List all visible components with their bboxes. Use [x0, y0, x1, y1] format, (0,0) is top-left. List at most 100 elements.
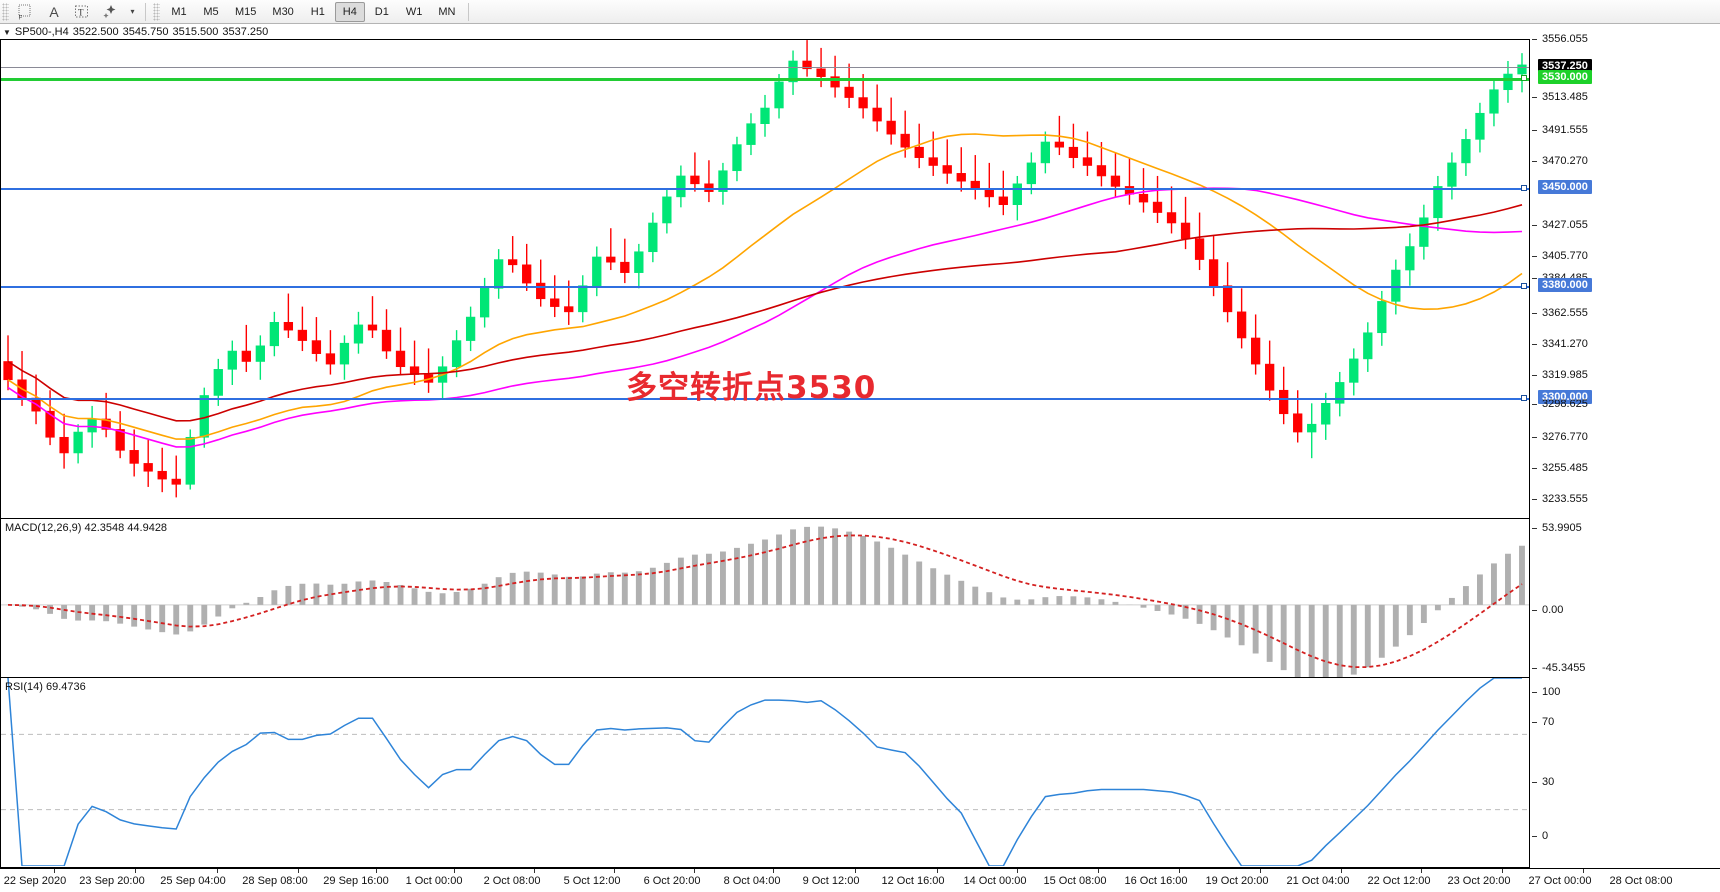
price-label-3450-000[interactable]: 3450.000	[1538, 180, 1592, 194]
candlestick	[914, 123, 924, 169]
time-tick	[937, 869, 938, 873]
level-line-3450-000[interactable]	[1, 188, 1529, 190]
crosshair-f-icon[interactable]: F	[13, 1, 39, 23]
candlestick	[1335, 371, 1345, 417]
macd-indicator-pane[interactable]: MACD(12,26,9) 42.3548 44.9428	[0, 518, 1530, 678]
candlestick	[1447, 152, 1457, 200]
price-label-3530-000[interactable]: 3530.000	[1538, 70, 1592, 84]
time-tick	[534, 869, 535, 873]
candlestick	[311, 317, 322, 362]
level-line-3380-000[interactable]	[1, 286, 1529, 288]
time-tick	[454, 869, 455, 873]
price-label-3300-000[interactable]: 3300.000	[1538, 390, 1592, 404]
candlestick	[437, 356, 448, 399]
price-chart-pane[interactable]: 多空转折点3530	[0, 39, 1530, 518]
candlestick	[1489, 79, 1499, 127]
macd-plot	[1, 526, 1529, 677]
candlestick	[143, 439, 153, 487]
time-axis[interactable]: 22 Sep 2020 23 Sep 20:00 25 Sep 04:00 28 Se…	[0, 868, 1720, 892]
timeframe-mn[interactable]: MN	[438, 5, 456, 18]
macd-label-539905: 53.9905	[1542, 522, 1582, 534]
macd-label-000: 0.00	[1542, 604, 1564, 616]
candlestick	[339, 335, 350, 380]
level-line-3530-000[interactable]	[1, 78, 1529, 81]
candlestick	[1321, 392, 1331, 440]
rsi-indicator-pane[interactable]: RSI(14) 69.4736	[0, 678, 1530, 868]
axis-tick	[1532, 499, 1537, 500]
price-label-3341-270: 3341.270	[1542, 338, 1588, 350]
timeframe-h1[interactable]: H1	[310, 5, 325, 18]
toolbar-grip[interactable]	[2, 2, 9, 21]
candlestick	[1265, 340, 1275, 401]
axis-tick	[1532, 610, 1537, 611]
candlestick	[353, 311, 364, 354]
time-label: 15 Oct 08:00	[1043, 875, 1107, 887]
candlestick	[269, 311, 280, 357]
rsi-label-30: 30	[1542, 776, 1555, 788]
time-label: 1 Oct 00:00	[405, 875, 463, 887]
objects-icon[interactable]	[97, 1, 123, 23]
axis-tick	[1532, 692, 1537, 693]
level-line-3537-250[interactable]	[1, 67, 1529, 68]
time-label: 27 Oct 00:00	[1528, 875, 1592, 887]
objects-dropdown-caret[interactable]: ▾	[125, 1, 139, 23]
axis-tick	[1532, 225, 1537, 226]
level-anchor[interactable]	[1521, 395, 1527, 401]
candlestick	[704, 160, 714, 203]
price-axis[interactable]: 3556.055 3537.250 3530.000 3513.485 3491.555…	[1530, 33, 1720, 558]
time-tick	[298, 869, 299, 873]
candlestick	[1040, 131, 1051, 174]
time-tick	[1098, 869, 1099, 873]
axis-tick	[1532, 313, 1537, 314]
candlestick	[325, 330, 336, 375]
timeframe-m30[interactable]: M30	[272, 5, 294, 18]
candlestick	[634, 243, 644, 289]
candlestick	[1138, 168, 1149, 213]
level-anchor[interactable]	[1521, 283, 1527, 289]
level-anchor[interactable]	[1521, 75, 1527, 81]
macd-axis: 53.9905 0.00 -45.3455	[1530, 518, 1720, 678]
time-tick	[773, 869, 774, 873]
collapse-triangle-icon[interactable]: ▼	[3, 27, 11, 37]
axis-tick	[1532, 375, 1537, 376]
price-label-3537-250[interactable]: 3537.250	[1538, 59, 1592, 73]
candlestick	[1082, 131, 1093, 176]
time-tick	[217, 869, 218, 873]
timeframe-h4[interactable]: H4	[334, 1, 365, 22]
candlestick	[1517, 53, 1527, 93]
text-box-icon[interactable]: T	[69, 1, 95, 23]
timeframe-w1[interactable]: W1	[405, 5, 423, 18]
axis-tick	[1532, 39, 1537, 40]
ohlc-high: 3545.750	[122, 26, 169, 38]
timeframe-d1[interactable]: D1	[374, 5, 389, 18]
price-label-3380-000[interactable]: 3380.000	[1538, 278, 1592, 292]
time-label: 28 Oct 08:00	[1609, 875, 1673, 887]
level-line-3300-000[interactable]	[1, 398, 1529, 400]
price-label-3405-770: 3405.770	[1542, 250, 1588, 262]
candlestick	[1012, 175, 1022, 221]
timeframe-m1[interactable]: M1	[171, 5, 187, 18]
toolbar-divider-2	[468, 2, 470, 21]
time-label: 25 Sep 04:00	[160, 875, 226, 887]
timeframe-m15[interactable]: M15	[235, 5, 257, 18]
ohlc-open: 3522.500	[72, 26, 119, 38]
candlestick	[101, 392, 111, 438]
candlestick	[662, 189, 672, 234]
candlestick	[928, 131, 938, 176]
timeframe-m5[interactable]: M5	[203, 5, 219, 18]
candlestick	[381, 309, 392, 359]
candlestick	[409, 340, 420, 386]
candlestick	[578, 275, 588, 323]
rsi-label-0: 0	[1542, 830, 1549, 842]
candlestick	[718, 162, 728, 205]
candlestick	[1461, 128, 1471, 176]
price-label-3491-555: 3491.555	[1542, 124, 1588, 136]
level-anchor[interactable]	[1521, 185, 1527, 191]
candlestick	[1433, 175, 1443, 231]
timeframe-grip[interactable]	[153, 2, 160, 21]
candlestick	[522, 243, 532, 291]
text-label-icon[interactable]: A	[49, 3, 59, 20]
axis-tick	[1532, 256, 1537, 257]
price-label-3319-985: 3319.985	[1542, 369, 1588, 381]
candlestick	[1236, 288, 1247, 349]
